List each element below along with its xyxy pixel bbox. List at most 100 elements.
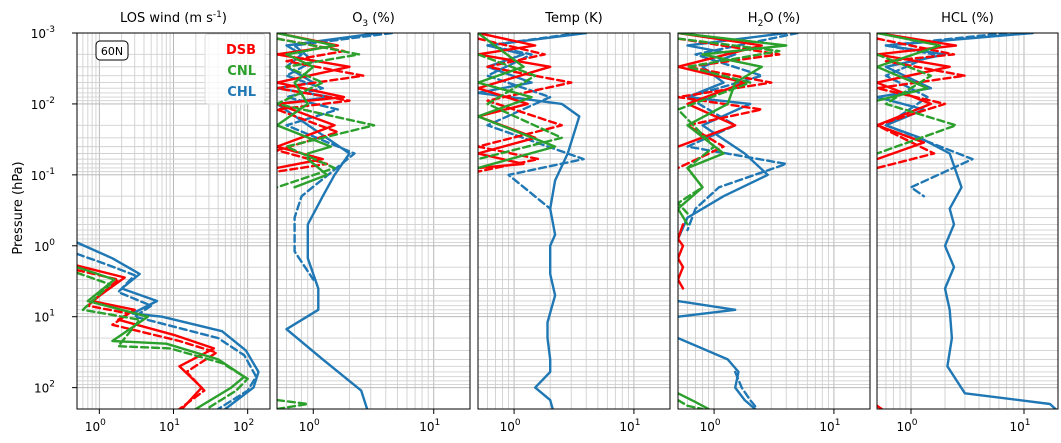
x-tick-label: 101 [819,418,840,434]
series-line-cnl-dashed [277,398,309,409]
series-line-chl-solid [678,33,788,241]
series-line-cnl-solid [277,33,336,189]
panel-1: 100 101 O3 (%) [276,11,471,434]
legend-label-chl: CHL [227,85,256,100]
x-tick-exponent: 1 [1025,418,1031,428]
legend-label-cnl: CNL [227,64,256,79]
x-tick-exponent: 1 [635,418,641,428]
x-tick-exponent: 1 [174,418,180,428]
series-line-chl-solid [678,336,757,409]
y-tick-exponent: -3 [46,25,55,35]
panel-2: 100 101 Temp (K) [477,11,671,434]
series-line-dsb-dashed [877,37,967,170]
panel-frame [677,32,871,410]
legend: DSB CNL CHL [204,33,266,105]
panel-0: 100 101 1 0 2 LOS wind (m s-1) [76,10,271,434]
y-axis-label: Pressure (hPa) [11,161,26,254]
series-line-chl-solid [77,241,260,409]
x-tick-label: 100 [897,418,918,434]
x-tick-label: 101 [159,418,180,434]
panel-series-3 [678,33,799,409]
panel-grid-2 [478,33,670,409]
panel-title: O3 (%) [352,11,395,29]
panel-4: 100 101 HCL (%) [876,11,1059,434]
series-line-cnl-dashed [77,271,249,409]
series-line-cnl-dashed [678,398,704,409]
series-line-chl-dashed [734,370,759,409]
series-line-dsb-solid [478,33,552,170]
panel-title-superscript: -1 [213,10,222,20]
series-line-chl-solid [877,33,1057,409]
panel-title-tail: O (%) [763,11,800,26]
series-line-cnl-solid [77,265,246,409]
y-tick-exponent: 0 [49,238,55,248]
series-line-dsb-dashed [478,37,573,173]
panel-title: LOS wind (m s-1) [120,10,227,26]
y-tick-label: 100 [34,238,55,254]
series-line-cnl-solid [478,33,557,170]
x-tick-exponent: 1 [835,418,841,428]
series-line-cnl-dashed [877,53,958,155]
series-line-chl-solid [478,33,588,409]
y-tick-exponent: -1 [46,167,55,177]
region-badge-label: 60N [101,45,123,58]
series-line-chl-solid [678,299,737,318]
x-tick-exponent: 0 [100,418,106,428]
x-tick-exponent: 0 [314,418,320,428]
y-tick-label: 102 [34,380,55,396]
x-tick-exponent: 0 [715,418,721,428]
panel-title-subscript: 2 [758,19,764,29]
series-line-cnl-dashed [478,53,563,161]
y-tick-label: 10-1 [31,167,55,183]
x-tick-label: 100 [299,418,320,434]
series-line-chl-solid [277,33,380,409]
series-line-chl-dashed [486,33,585,210]
panel-grid-1 [277,33,470,409]
panel-series-1 [277,33,394,409]
panel-title: H2O (%) [748,11,800,29]
x-tick-exponent: 1 [435,418,441,428]
y-tick-exponent: -2 [46,96,55,106]
x-tick-label: 100 [700,418,721,434]
x-tick-exponent: 2 [248,418,254,428]
series-line-dsb-solid [678,33,763,148]
series-line-cnl-dashed [277,37,376,189]
panel-frame [276,32,471,410]
x-tick-label: 100 [500,418,521,434]
series-line-chl-dashed [77,252,258,409]
panel-series-0 [77,241,260,409]
x-tick-exponent: 0 [515,418,521,428]
series-line-dsb-dashed [678,37,781,170]
panel-title-subscript: 3 [362,19,368,29]
x-tick-label: 100 [85,418,106,434]
series-line-chl-dashed [884,33,1008,198]
panel-title-tail: (%) [368,11,395,26]
panel-frame [477,32,671,410]
panel-series-2 [478,33,588,409]
panel-title-tail: ) [222,11,227,26]
panel-series-4 [877,33,1057,409]
y-tick-label: 10-2 [31,96,55,112]
series-line-chl-dashed [686,33,799,232]
series-line-cnl-solid [678,392,710,409]
panel-grid-4 [877,33,1058,409]
y-tick-label: 101 [34,309,55,325]
panel-title: HCL (%) [941,11,994,26]
series-line-cnl-dashed [678,37,781,215]
y-tick-label: 10-3 [31,25,55,41]
series-line-dsb-dashed [277,37,365,173]
x-tick-label: 101 [1009,418,1030,434]
x-tick-label: 101 [419,418,440,434]
panel-frame [876,32,1059,410]
legend-label-dsb: DSB [226,43,256,58]
x-tick-label: 101 [619,418,640,434]
y-tick-exponent: 1 [49,309,55,319]
region-badge: 60N [95,40,129,61]
series-line-dsb-solid [877,404,883,409]
x-tick-exponent: 0 [912,418,918,428]
panel-3: 100 101 H2O (%) [677,11,871,434]
series-line-cnl-solid [877,33,942,102]
series-line-dsb-solid [678,223,685,290]
